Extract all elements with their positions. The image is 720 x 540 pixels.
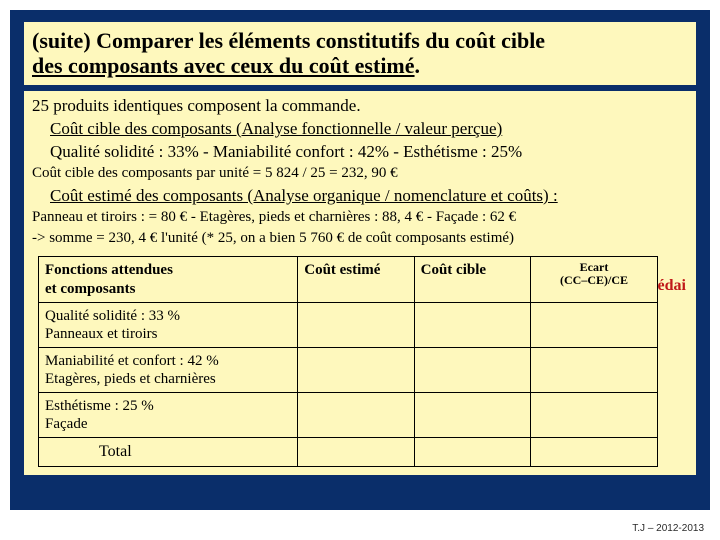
title-line1: (suite) Comparer les éléments constituti… bbox=[32, 28, 545, 53]
th-cout-cible-text: Coût cible bbox=[421, 262, 486, 278]
title-line2-dot: . bbox=[415, 53, 421, 78]
line-somme: -> somme = 230, 4 € l'unité (* 25, on a … bbox=[32, 229, 688, 248]
cell-esthetisme-l1: Esthétisme : 25 % bbox=[45, 398, 154, 414]
cell-empty bbox=[414, 303, 530, 348]
line-cout-cible-unit: Coût cible des composants par unité = 5 … bbox=[32, 164, 688, 183]
cell-empty bbox=[531, 303, 658, 348]
th-cout-estime: Coût estimé bbox=[298, 256, 414, 303]
slide-title: (suite) Comparer les éléments constituti… bbox=[32, 28, 688, 79]
th-fonctions-l2: et composants bbox=[45, 281, 135, 297]
cell-empty bbox=[531, 348, 658, 393]
cell-empty bbox=[298, 348, 414, 393]
th-fonctions-l1: Fonctions attendues bbox=[45, 262, 173, 278]
cell-empty bbox=[414, 393, 530, 438]
table-row: Qualité solidité : 33 % Panneaux et tiro… bbox=[39, 303, 658, 348]
cell-empty bbox=[298, 303, 414, 348]
cell-qualite-l1: Qualité solidité : 33 % bbox=[45, 308, 180, 324]
th-cout-estime-text: Coût estimé bbox=[304, 262, 380, 278]
th-ecart-l1: Ecart bbox=[580, 260, 609, 274]
line-percent-breakdown: Qualité solidité : 33% - Maniabilité con… bbox=[50, 141, 688, 162]
page-root: (suite) Comparer les éléments constituti… bbox=[0, 0, 720, 540]
cell-total-label: Total bbox=[39, 438, 298, 467]
line-panneau: Panneau et tiroirs : = 80 € - Etagères, … bbox=[32, 208, 688, 227]
cell-empty bbox=[414, 348, 530, 393]
cell-esthetisme-l2: Façade bbox=[45, 416, 87, 432]
th-fonctions: Fonctions attendues et composants bbox=[39, 256, 298, 303]
cell-empty bbox=[414, 438, 530, 467]
cell-maniabilite: Maniabilité et confort : 42 % Etagères, … bbox=[39, 348, 298, 393]
table-header-row: Fonctions attendues et composants Coût e… bbox=[39, 256, 658, 303]
th-ecart-inner: Ecart (CC–CE)/CE bbox=[537, 261, 651, 287]
content-box: 25 produits identiques composent la comm… bbox=[24, 91, 696, 476]
cell-qualite: Qualité solidité : 33 % Panneaux et tiro… bbox=[39, 303, 298, 348]
th-ecart: Ecart (CC–CE)/CE bbox=[531, 256, 658, 303]
functions-table: Fonctions attendues et composants Coût e… bbox=[38, 256, 658, 468]
slide-frame: (suite) Comparer les éléments constituti… bbox=[10, 10, 710, 510]
line-cout-estime-head: Coût estimé des composants (Analyse orga… bbox=[50, 185, 688, 206]
table-row: Esthétisme : 25 % Façade bbox=[39, 393, 658, 438]
table-row: Maniabilité et confort : 42 % Etagères, … bbox=[39, 348, 658, 393]
cell-esthetisme: Esthétisme : 25 % Façade bbox=[39, 393, 298, 438]
title-line2-main: des composants avec ceux du coût estimé bbox=[32, 53, 415, 78]
cell-empty bbox=[531, 393, 658, 438]
cell-qualite-l2: Panneaux et tiroirs bbox=[45, 326, 157, 342]
th-ecart-l2: (CC–CE)/CE bbox=[560, 273, 628, 287]
cell-empty bbox=[298, 438, 414, 467]
line-cout-cible-head: Coût cible des composants (Analyse fonct… bbox=[50, 118, 688, 139]
footer-credit: T.J – 2012-2013 bbox=[632, 523, 704, 534]
line-order: 25 produits identiques composent la comm… bbox=[32, 95, 688, 116]
cell-maniabilite-l2: Etagères, pieds et charnières bbox=[45, 371, 216, 387]
cell-empty bbox=[531, 438, 658, 467]
table-total-row: Total bbox=[39, 438, 658, 467]
cell-maniabilite-l1: Maniabilité et confort : 42 % bbox=[45, 353, 219, 369]
cell-empty bbox=[298, 393, 414, 438]
th-cout-cible: Coût cible bbox=[414, 256, 530, 303]
title-box: (suite) Comparer les éléments constituti… bbox=[24, 22, 696, 85]
table-wrap: Dédai Fonctions attendues et composants … bbox=[38, 256, 682, 468]
